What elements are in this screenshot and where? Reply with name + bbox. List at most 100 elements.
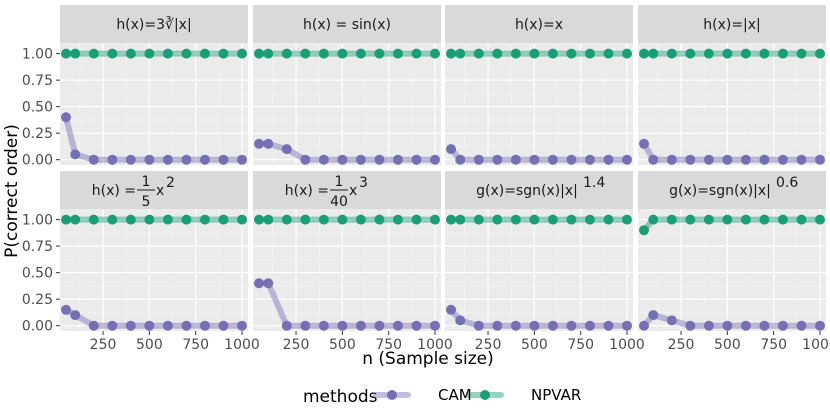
point-npvar (125, 214, 136, 225)
point-npvar (355, 48, 366, 59)
point-npvar (603, 214, 614, 225)
point-cam (455, 315, 466, 326)
panel-background (253, 209, 441, 331)
legend-label-cam: CAM (438, 386, 472, 404)
point-cam (703, 320, 714, 331)
point-cam (566, 154, 577, 165)
point-npvar (199, 48, 210, 59)
point-cam (446, 144, 456, 155)
point-npvar (199, 214, 210, 225)
point-cam (666, 315, 677, 326)
point-npvar (815, 214, 825, 225)
point-cam (144, 320, 155, 331)
point-npvar (566, 48, 577, 59)
point-npvar (685, 214, 696, 225)
point-npvar (666, 48, 677, 59)
point-npvar (181, 48, 192, 59)
point-npvar (666, 214, 677, 225)
point-cam (254, 278, 264, 289)
point-npvar (740, 48, 751, 59)
point-cam (648, 154, 659, 165)
point-npvar (492, 214, 503, 225)
point-npvar (392, 48, 403, 59)
point-cam (107, 320, 118, 331)
point-cam (61, 304, 71, 315)
legend: methods CAM NPVAR (303, 386, 581, 407)
point-cam (566, 320, 577, 331)
point-cam (237, 320, 247, 331)
point-npvar (300, 48, 311, 59)
strip-background (253, 5, 441, 43)
panel-quad: h(x) = 1 5x 2 (60, 171, 248, 331)
point-npvar (144, 48, 155, 59)
point-npvar (144, 214, 155, 225)
point-npvar (430, 48, 440, 59)
point-cam (181, 154, 192, 165)
point-cam (318, 320, 329, 331)
panel-background (253, 43, 441, 165)
x-tick-label: 250 (668, 337, 695, 353)
strip-label-base: x (156, 183, 164, 199)
x-tick-label: 250 (90, 337, 117, 353)
panel-background (445, 209, 633, 331)
point-cam (796, 320, 807, 331)
point-npvar (722, 48, 733, 59)
x-tick-label: 1000 (224, 337, 260, 353)
point-cam (199, 154, 210, 165)
point-npvar (510, 214, 521, 225)
point-npvar (759, 48, 770, 59)
point-npvar (300, 214, 311, 225)
point-npvar (685, 48, 696, 59)
point-cam (547, 154, 558, 165)
point-npvar (566, 214, 577, 225)
strip-label-lhs: h(x) = (285, 183, 329, 199)
point-npvar (218, 214, 229, 225)
panel-background (638, 209, 826, 331)
y-tick-label: 0.75 (22, 73, 53, 89)
point-cam (446, 304, 456, 315)
point-cam (162, 320, 173, 331)
facet-panels: h(x)=3∛|x| h(x) = sin(x) h(x)=x h(x)=|x| h(x… (60, 5, 826, 331)
point-npvar (703, 214, 714, 225)
strip-background (445, 171, 633, 209)
panel-abs: h(x)=|x| (638, 5, 826, 165)
x-tick-label: 500 (521, 337, 548, 353)
strip-label-base: g(x)=sgn(x)|x| (669, 183, 771, 199)
point-npvar (70, 214, 81, 225)
point-cam (815, 320, 825, 331)
point-cam (603, 320, 614, 331)
point-cam (584, 154, 595, 165)
point-cam (473, 320, 484, 331)
point-npvar (318, 214, 329, 225)
point-npvar (263, 214, 274, 225)
point-cam (740, 320, 751, 331)
point-cam (199, 320, 210, 331)
point-cam (144, 154, 155, 165)
point-cam (510, 320, 521, 331)
point-npvar (639, 225, 649, 236)
x-tick-label: 500 (714, 337, 741, 353)
point-cam (107, 154, 118, 165)
legend-key-point-npvar (480, 390, 490, 400)
point-cam (411, 154, 422, 165)
panel-sgn14: g(x)=sgn(x)|x| 1.4 (445, 171, 633, 331)
point-npvar (703, 48, 714, 59)
point-cam (639, 138, 649, 149)
x-tick-label: 250 (283, 337, 310, 353)
y-tick-label: 0.25 (22, 126, 53, 142)
point-npvar (473, 214, 484, 225)
point-npvar (107, 214, 118, 225)
point-cam (815, 154, 825, 165)
point-cam (392, 320, 403, 331)
point-npvar (374, 48, 385, 59)
point-npvar (107, 48, 118, 59)
strip-label-base: x (349, 183, 357, 199)
legend-label-npvar: NPVAR (531, 386, 581, 404)
point-cam (430, 154, 440, 165)
point-cam (254, 138, 264, 149)
point-npvar (88, 214, 99, 225)
point-npvar (61, 214, 71, 225)
point-cam (796, 154, 807, 165)
point-npvar (815, 48, 825, 59)
panel-background (638, 43, 826, 165)
